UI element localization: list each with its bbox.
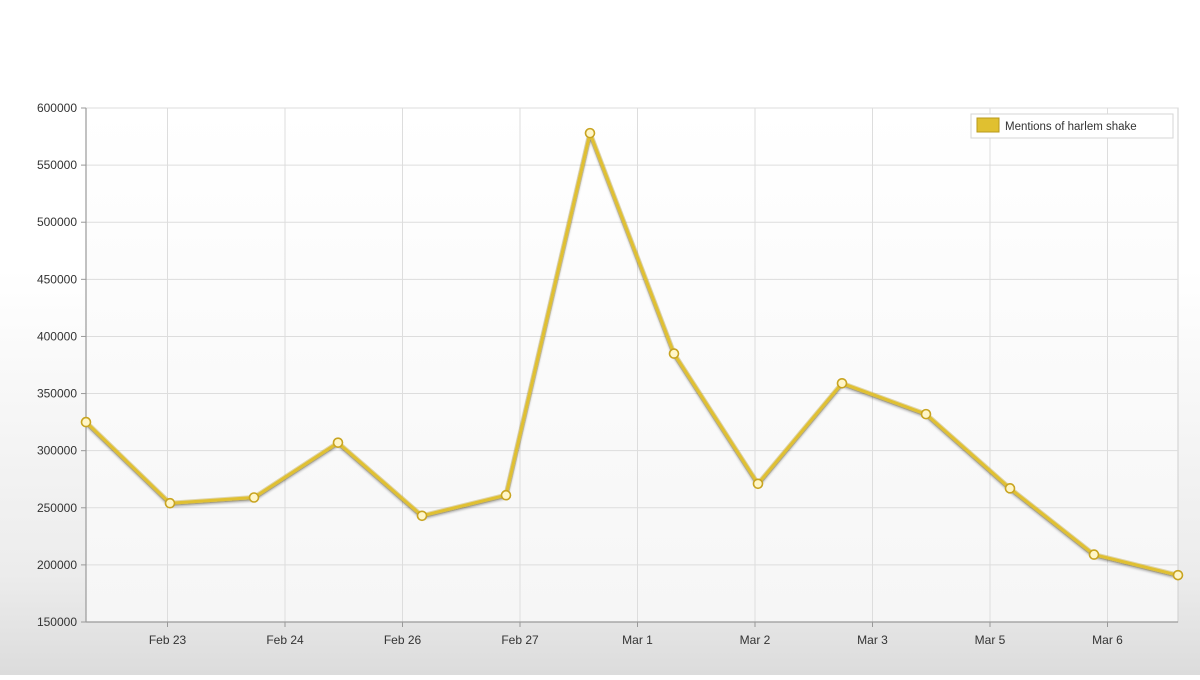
series-line — [84, 131, 1179, 577]
plot-area — [85, 107, 1179, 623]
x-tick-label: Feb 24 — [266, 633, 304, 647]
legend-swatch — [976, 117, 1000, 133]
data-point[interactable] — [836, 377, 848, 389]
data-point[interactable] — [248, 492, 260, 503]
grid-lines — [86, 107, 1178, 623]
data-point[interactable] — [1088, 549, 1100, 560]
data-point[interactable] — [1004, 483, 1016, 494]
y-tick-label: 400000 — [37, 329, 77, 343]
data-point[interactable] — [752, 478, 764, 490]
x-tick-label: Feb 23 — [149, 633, 187, 647]
legend-box — [970, 113, 1174, 139]
data-point[interactable] — [80, 416, 92, 428]
data-point[interactable] — [332, 437, 344, 448]
legend[interactable]: Mentions of harlem shake — [970, 113, 1174, 139]
data-point[interactable] — [584, 127, 596, 139]
y-axis: 150000 200000 250000 300000 350000 400000 4500… — [37, 101, 87, 629]
x-tick-label: Mar 1 — [622, 633, 653, 647]
data-point[interactable] — [920, 408, 932, 420]
x-tick-label: Feb 26 — [384, 633, 422, 647]
y-tick-label: 450000 — [37, 272, 77, 286]
data-point[interactable] — [164, 497, 176, 509]
y-tick-label: 200000 — [37, 558, 77, 572]
x-tick-label: Mar 2 — [740, 633, 771, 647]
x-tick-label: Feb 27 — [501, 633, 539, 647]
legend-label: Mentions of harlem shake — [1005, 121, 1137, 133]
x-axis: Feb 23 Feb 24 Feb 26 Feb 27 Mar 1 Mar 2 Mar 3 M… — [86, 621, 1178, 647]
data-point[interactable] — [668, 348, 680, 359]
data-point[interactable] — [500, 489, 512, 501]
y-tick-label: 600000 — [37, 101, 77, 115]
y-tick-label: 500000 — [37, 215, 77, 229]
y-tick-label: 150000 — [37, 615, 77, 629]
x-tick-label: Mar 5 — [975, 633, 1006, 647]
y-tick-label: 550000 — [37, 158, 77, 172]
x-tick-label: Mar 3 — [857, 633, 888, 647]
x-tick-label: Mar 6 — [1092, 633, 1123, 647]
data-point[interactable] — [1172, 569, 1184, 581]
series-layer — [80, 127, 1184, 581]
y-tick-label: 250000 — [37, 501, 77, 515]
y-tick-label: 300000 — [37, 444, 77, 458]
y-tick-label: 350000 — [37, 387, 77, 401]
data-point[interactable] — [416, 510, 428, 522]
